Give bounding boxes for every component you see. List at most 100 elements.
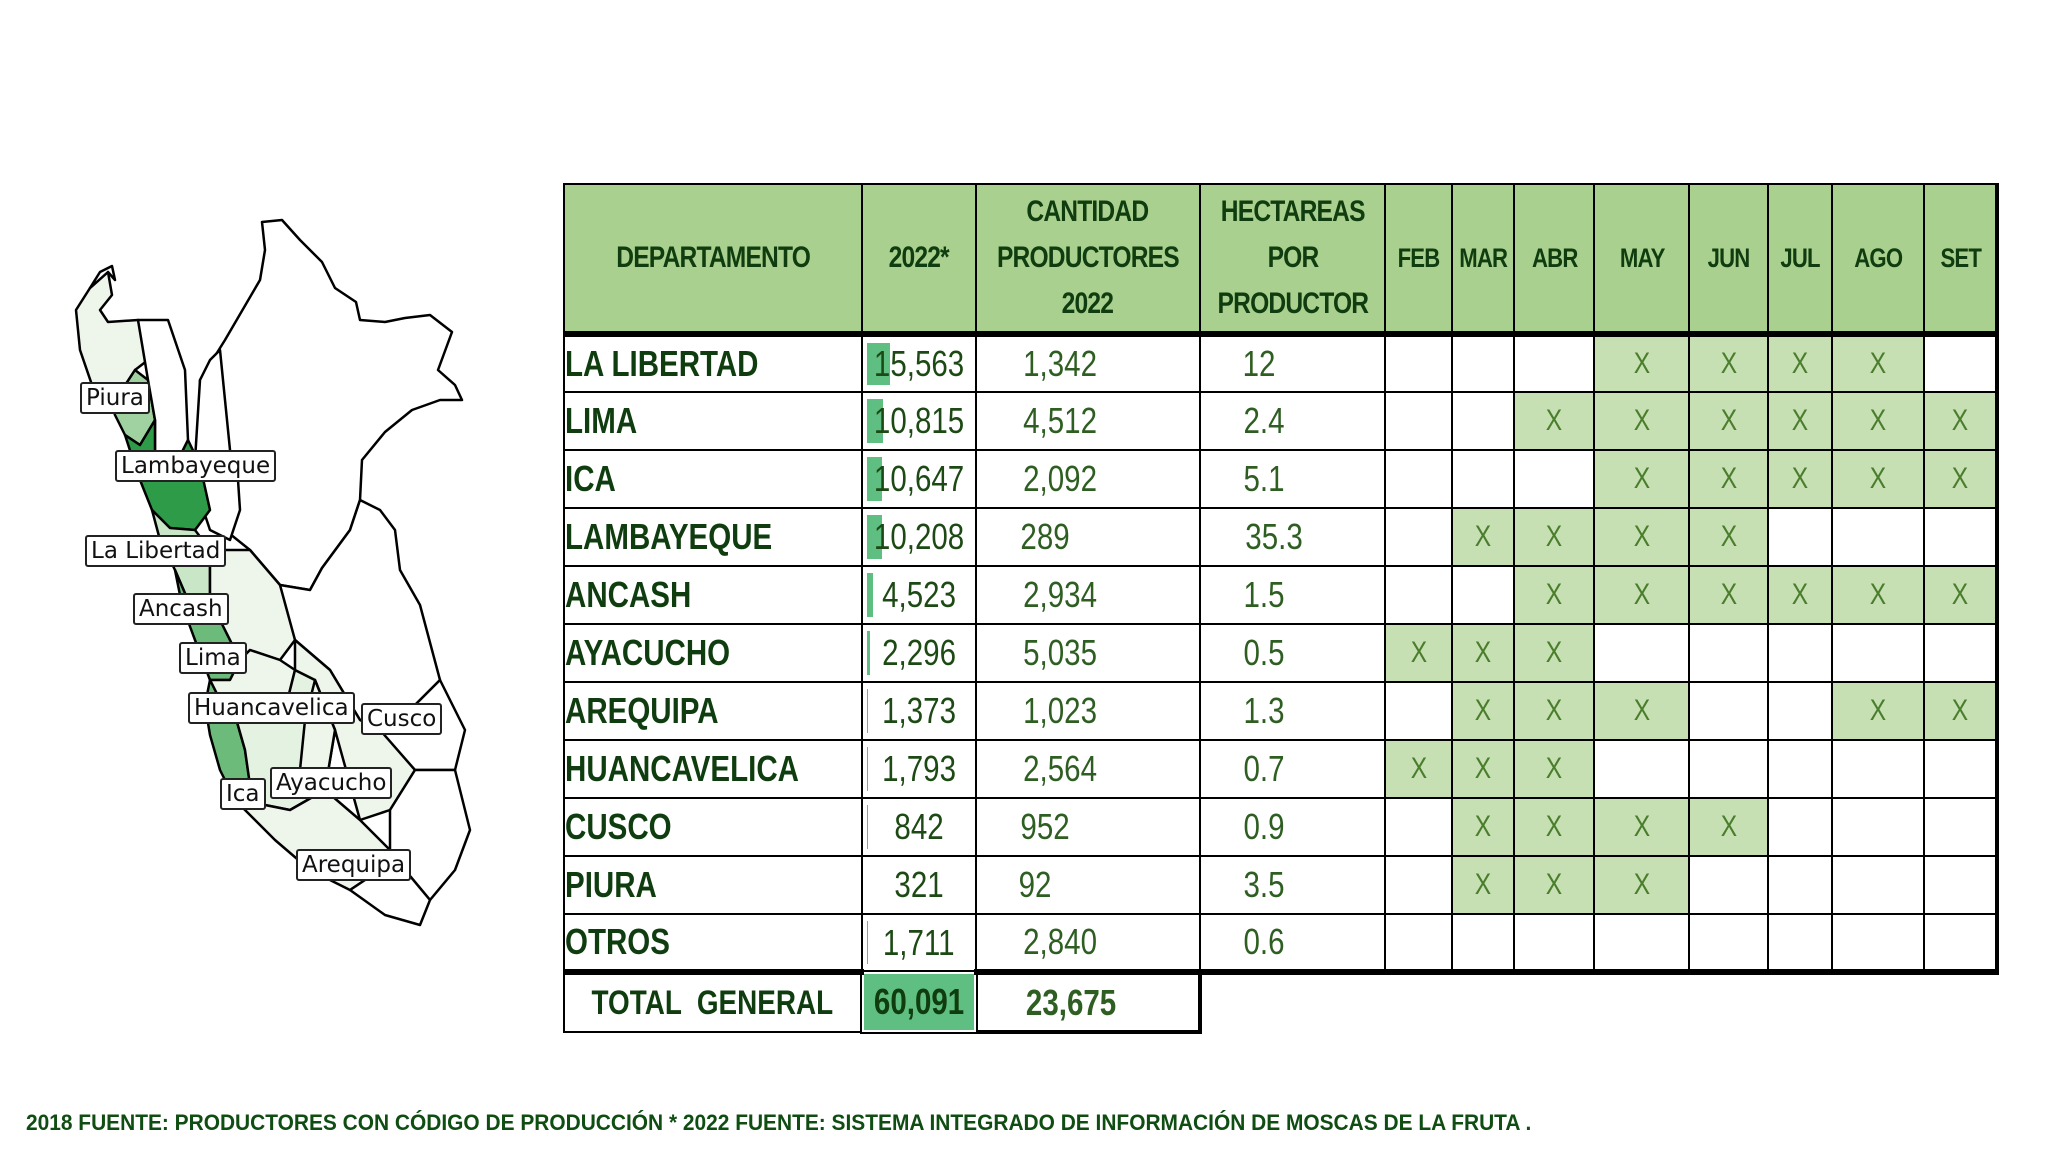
cell-month-jun: X <box>1688 507 1770 567</box>
cell-month-mar: X <box>1451 797 1516 857</box>
cell-2022: 842 <box>860 797 977 857</box>
header-month-ago: AGO <box>1831 183 1926 337</box>
table-row: CUSCO 842 952 0.9 X X X X <box>563 797 2000 857</box>
cell-month-jul <box>1767 855 1834 915</box>
cell-hectareas: 1.5 <box>1198 565 1387 625</box>
total-2022: 60,091 <box>859 970 978 1034</box>
cell-month-feb <box>1384 391 1454 451</box>
cell-month-may: X <box>1593 391 1691 451</box>
cell-month-feb: X <box>1384 739 1454 799</box>
table-row: HUANCAVELICA 1,793 2,564 0.7 X X X <box>563 739 2000 799</box>
data-bar <box>866 921 869 964</box>
cell-2022: 10,647 <box>860 449 977 509</box>
cell-month-ago: X <box>1831 449 1926 509</box>
cell-month-jun <box>1688 681 1770 741</box>
cell-month-feb: X <box>1384 623 1454 683</box>
cell-month-ago <box>1831 913 1926 973</box>
cell-month-mar: X <box>1451 739 1516 799</box>
cell-month-feb <box>1384 507 1454 567</box>
cell-2022: 1,793 <box>860 739 977 799</box>
cell-month-abr: X <box>1513 739 1596 799</box>
cell-month-ago: X <box>1831 391 1926 451</box>
map-label-arequipa: Arequipa <box>296 849 412 881</box>
cell-departamento: AREQUIPA <box>563 681 863 741</box>
cell-month-set <box>1923 913 2000 973</box>
table-row: AYACUCHO 2,296 5,035 0.5 X X X <box>563 623 2000 683</box>
cell-month-ago <box>1831 739 1926 799</box>
cell-departamento: PIURA <box>563 855 863 915</box>
cell-month-set <box>1923 855 2000 915</box>
cell-departamento: ANCASH <box>563 565 863 625</box>
cell-month-may <box>1593 623 1691 683</box>
cell-month-abr: X <box>1513 507 1596 567</box>
cell-month-mar: X <box>1451 623 1516 683</box>
cell-month-may: X <box>1593 507 1691 567</box>
map-label-cusco: Cusco <box>361 703 443 735</box>
cell-month-abr <box>1513 449 1596 509</box>
cell-month-mar <box>1451 333 1516 393</box>
cell-productores: 2,564 <box>974 739 1201 799</box>
cell-productores: 952 <box>974 797 1201 857</box>
cell-month-feb <box>1384 797 1454 857</box>
data-bar <box>866 747 869 791</box>
cell-month-set <box>1923 333 2000 393</box>
cell-month-abr: X <box>1513 855 1596 915</box>
total-empty <box>1197 969 1998 1032</box>
cell-month-set <box>1923 739 2000 799</box>
cell-month-ago <box>1831 797 1926 857</box>
data-bar <box>866 515 882 559</box>
header-2022: 2022* <box>860 183 977 337</box>
map-label-ica: Ica <box>220 778 266 810</box>
header-month-jun: JUN <box>1688 183 1770 337</box>
producers-table: DEPARTAMENTO 2022* CANTIDAD PRODUCTORES … <box>563 183 2000 1034</box>
cell-month-jun <box>1688 913 1770 973</box>
source-footnote: 2018 FUENTE: PRODUCTORES CON CÓDIGO DE P… <box>26 1110 1532 1135</box>
cell-month-jul <box>1767 739 1834 799</box>
cell-month-jun: X <box>1688 333 1770 393</box>
cell-month-set: X <box>1923 681 2000 741</box>
cell-month-feb <box>1384 449 1454 509</box>
header-hectareas: HECTAREAS POR PRODUCTOR <box>1198 183 1387 337</box>
cell-hectareas: 35.3 <box>1198 507 1387 567</box>
cell-month-ago: X <box>1831 565 1926 625</box>
cell-month-mar <box>1451 913 1516 973</box>
cell-departamento: LIMA <box>563 391 863 451</box>
cell-hectareas: 5.1 <box>1198 449 1387 509</box>
cell-month-jun: X <box>1688 391 1770 451</box>
cell-departamento: AYACUCHO <box>563 623 863 683</box>
header-departamento: DEPARTAMENTO <box>563 183 863 337</box>
header-month-jul: JUL <box>1767 183 1834 337</box>
cell-month-mar: X <box>1451 855 1516 915</box>
cell-month-jun <box>1688 739 1770 799</box>
cell-productores: 1,342 <box>974 333 1201 393</box>
header-month-may: MAY <box>1593 183 1691 337</box>
cell-month-jun <box>1688 855 1770 915</box>
cell-month-set: X <box>1923 391 2000 451</box>
table-row: PIURA 321 92 3.5 X X X <box>563 855 2000 915</box>
cell-month-jun <box>1688 623 1770 683</box>
cell-month-jul <box>1767 507 1834 567</box>
data-bar <box>866 457 882 501</box>
cell-month-feb <box>1384 681 1454 741</box>
cell-2022: 10,815 <box>860 391 977 451</box>
cell-hectareas: 3.5 <box>1198 855 1387 915</box>
cell-month-mar <box>1451 449 1516 509</box>
table-row: LA LIBERTAD 15,563 1,342 12 X X X X <box>563 333 2000 393</box>
cell-productores: 2,092 <box>974 449 1201 509</box>
cell-month-abr: X <box>1513 391 1596 451</box>
table-row: LIMA 10,815 4,512 2.4 X X X X X X <box>563 391 2000 451</box>
map-label-ancash: Ancash <box>133 593 229 625</box>
map-label-lima: Lima <box>179 642 247 674</box>
cell-month-may: X <box>1593 565 1691 625</box>
cell-hectareas: 2.4 <box>1198 391 1387 451</box>
cell-month-jul <box>1767 623 1834 683</box>
cell-month-mar <box>1451 565 1516 625</box>
table-row: ICA 10,647 2,092 5.1 X X X X X <box>563 449 2000 509</box>
data-bar <box>866 631 871 675</box>
data-bar <box>866 573 873 617</box>
cell-month-jul: X <box>1767 333 1834 393</box>
cell-productores: 92 <box>974 855 1201 915</box>
total-label: TOTAL GENERAL <box>563 969 863 1033</box>
data-bar <box>866 689 869 733</box>
cell-2022: 15,563 <box>860 333 977 393</box>
